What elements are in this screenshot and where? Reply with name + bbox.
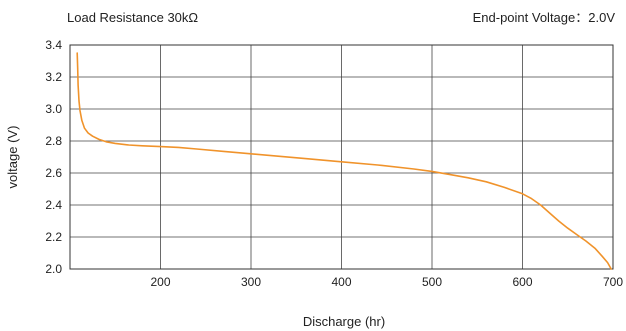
x-tick-label: 200 [150,275,170,289]
y-tick-label: 2.4 [45,198,62,212]
y-tick-label: 3.0 [45,102,62,116]
x-tick-label: 600 [512,275,532,289]
x-axis-label: Discharge (hr) [303,314,385,329]
x-tick-label: 500 [422,275,442,289]
series-group [76,52,613,270]
x-tick-label: 400 [331,275,351,289]
series-line [76,52,613,270]
y-tick-label: 2.2 [45,230,62,244]
y-tick-label: 2.6 [45,166,62,180]
grid-lines [70,44,614,270]
x-tick-label: 700 [603,275,623,289]
load-resistance-annotation: Load Resistance 30kΩ [67,10,198,25]
y-tick-label: 2.8 [45,134,62,148]
y-axis-label: voltage (V) [5,126,20,189]
x-tick-label: 300 [241,275,261,289]
y-tick-labels: 2.0 2.2 2.4 2.6 2.8 3.0 3.2 3.4 [45,38,62,276]
plot-frame [69,44,614,270]
x-tick-labels: 200 300 400 500 600 700 [150,275,623,289]
y-tick-label: 2.0 [45,262,62,276]
y-tick-label: 3.2 [45,70,62,84]
end-point-voltage-annotation: End-point Voltage：2.0V [473,10,616,25]
y-tick-label: 3.4 [45,38,62,52]
